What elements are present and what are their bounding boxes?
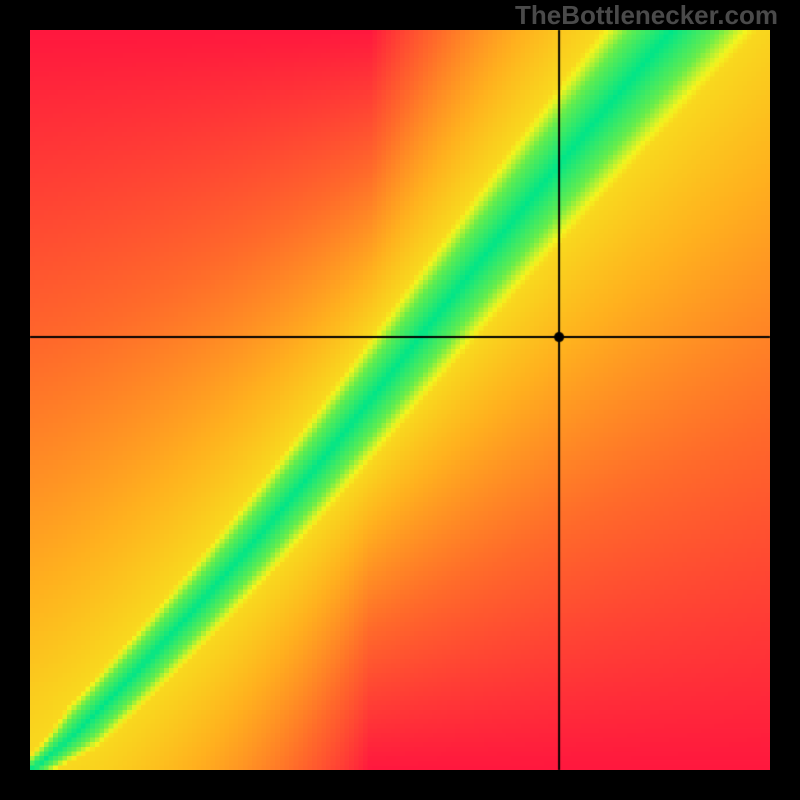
crosshair-overlay — [0, 0, 800, 800]
chart-container: TheBottlenecker.com — [0, 0, 800, 800]
watermark-text: TheBottlenecker.com — [515, 0, 778, 31]
